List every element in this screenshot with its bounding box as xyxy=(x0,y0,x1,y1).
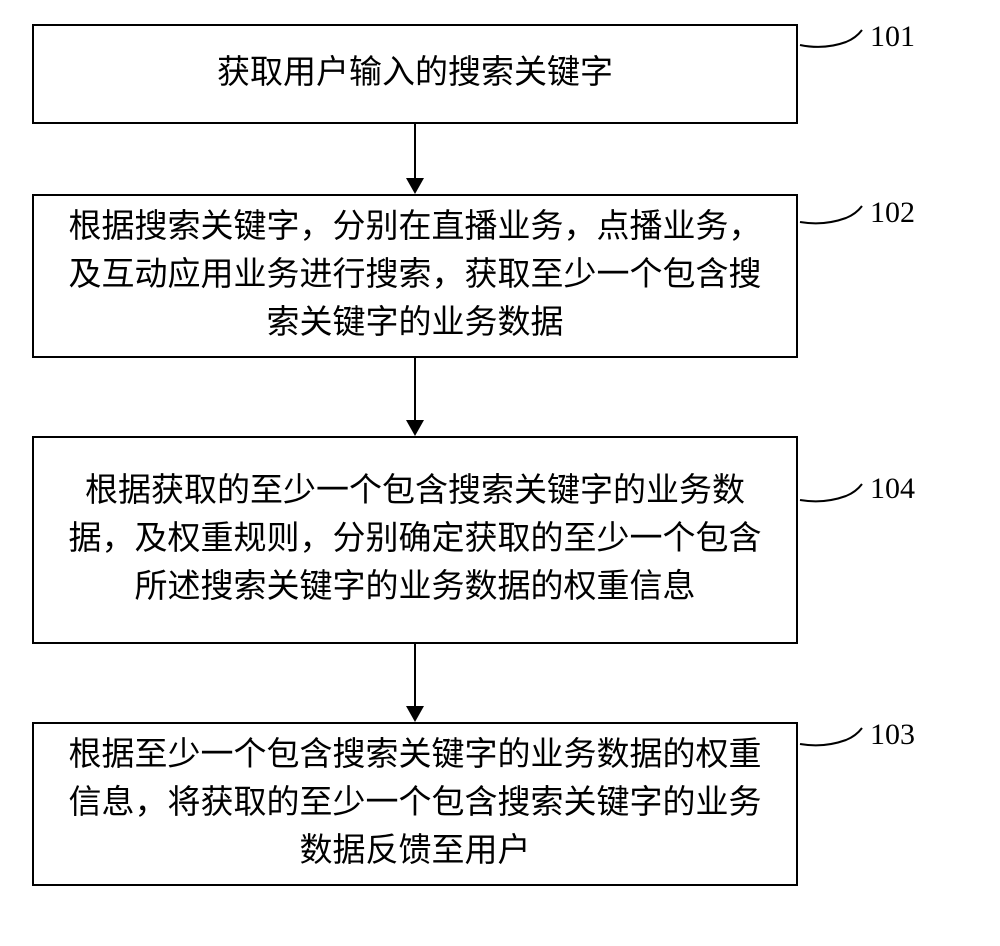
flow-step-4: 根据至少一个包含搜索关键字的业务数据的权重信息，将获取的至少一个包含搜索关键字的… xyxy=(32,722,798,886)
arrow-3-head xyxy=(406,706,424,722)
arrow-3-line xyxy=(414,644,416,706)
flow-step-1-text: 获取用户输入的搜索关键字 xyxy=(217,50,613,98)
step-label-101: 101 xyxy=(870,20,915,54)
flow-step-4-text: 根据至少一个包含搜索关键字的业务数据的权重信息，将获取的至少一个包含搜索关键字的… xyxy=(54,732,776,876)
label-connector-4 xyxy=(798,718,868,758)
arrow-2-line xyxy=(414,358,416,420)
step-label-103: 103 xyxy=(870,718,915,752)
arrow-1-head xyxy=(406,178,424,194)
arrow-2-head xyxy=(406,420,424,436)
step-label-104: 104 xyxy=(870,472,915,506)
flow-step-1: 获取用户输入的搜索关键字 xyxy=(32,24,798,124)
flow-step-2: 根据搜索关键字，分别在直播业务，点播业务，及互动应用业务进行搜索，获取至少一个包… xyxy=(32,194,798,358)
label-connector-1 xyxy=(798,20,868,60)
label-connector-2 xyxy=(798,196,868,236)
label-connector-3 xyxy=(798,472,868,512)
flowchart-container: 获取用户输入的搜索关键字 101 根据搜索关键字，分别在直播业务，点播业务，及互… xyxy=(0,0,1000,946)
step-label-102: 102 xyxy=(870,196,915,230)
flow-step-3: 根据获取的至少一个包含搜索关键字的业务数据，及权重规则，分别确定获取的至少一个包… xyxy=(32,436,798,644)
arrow-1-line xyxy=(414,124,416,178)
flow-step-2-text: 根据搜索关键字，分别在直播业务，点播业务，及互动应用业务进行搜索，获取至少一个包… xyxy=(54,204,776,348)
flow-step-3-text: 根据获取的至少一个包含搜索关键字的业务数据，及权重规则，分别确定获取的至少一个包… xyxy=(54,468,776,612)
